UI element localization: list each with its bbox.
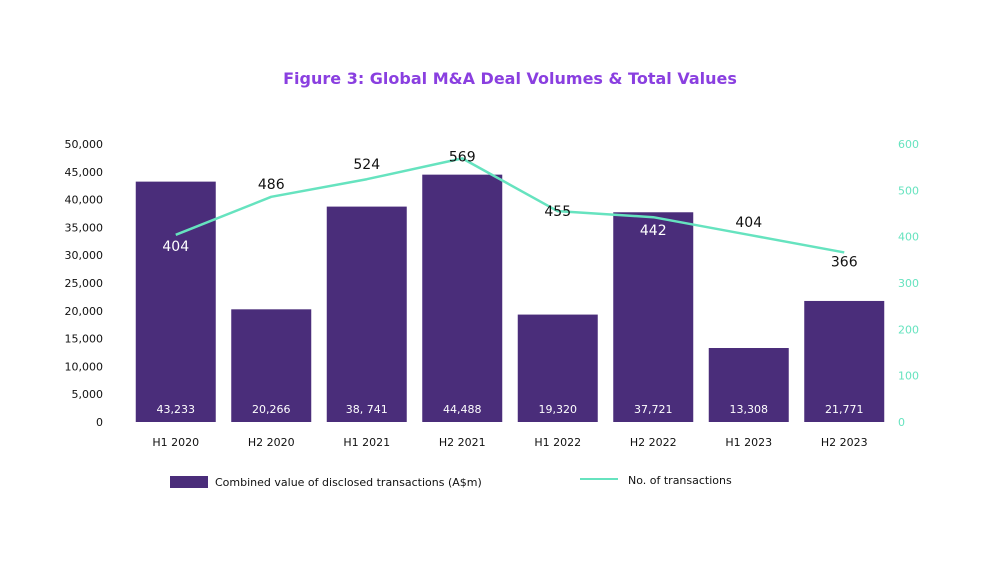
left-axis-tick: 5,000 (72, 388, 104, 401)
left-axis-tick: 25,000 (65, 277, 104, 290)
left-axis-tick: 40,000 (65, 194, 104, 207)
left-axis-tick: 0 (96, 416, 103, 429)
bar (231, 309, 312, 422)
bar (422, 174, 503, 422)
category-label: H2 2022 (630, 436, 677, 449)
bar-value-label: 21,771 (825, 403, 864, 416)
bar (804, 300, 885, 422)
bar-series (135, 174, 885, 422)
right-axis-tick: 600 (898, 138, 919, 151)
bar-value-label: 20,266 (252, 403, 291, 416)
category-label: H2 2023 (821, 436, 868, 449)
left-y-axis: 0 5,000 10,000 15,000 20,000 25,000 30,000 35,0… (65, 138, 104, 429)
left-axis-tick: 45,000 (65, 166, 104, 179)
chart-title: Figure 3: Global M&A Deal Volumes & Tota… (283, 69, 737, 88)
left-axis-tick: 10,000 (65, 360, 104, 373)
bar (517, 314, 598, 422)
right-axis-tick: 0 (898, 416, 905, 429)
bar-value-label: 38, 741 (346, 403, 388, 416)
line-value-label: 366 (831, 254, 858, 270)
line-value-label: 404 (735, 215, 762, 231)
bar-value-label: 13,308 (730, 403, 769, 416)
line-value-label: 524 (353, 157, 380, 173)
bar (326, 206, 407, 422)
category-label: H2 2020 (248, 436, 295, 449)
right-y-axis: 0 100 200 300 400 500 600 (898, 138, 919, 429)
right-axis-tick: 500 (898, 184, 919, 197)
line-series (175, 157, 845, 254)
bar (708, 348, 789, 422)
left-axis-tick: 30,000 (65, 249, 104, 262)
line-value-label: 486 (258, 177, 285, 193)
right-axis-tick: 300 (898, 277, 919, 290)
line-value-label: 455 (544, 204, 571, 220)
legend-bar-label: Combined value of disclosed transactions… (215, 476, 482, 489)
category-label: H1 2020 (152, 436, 199, 449)
right-axis-tick: 400 (898, 231, 919, 244)
right-axis-tick: 200 (898, 323, 919, 336)
left-axis-tick: 50,000 (65, 138, 104, 151)
legend-line-label: No. of transactions (628, 474, 732, 487)
bar-value-label: 19,320 (539, 403, 578, 416)
x-axis-categories: H1 2020 H2 2020 H1 2021 H2 2021 H1 2022 H2 20… (152, 436, 867, 449)
bar (135, 181, 216, 422)
line-value-label: 442 (640, 223, 667, 239)
category-label: H1 2022 (534, 436, 581, 449)
left-axis-tick: 35,000 (65, 221, 104, 234)
line-value-label: 404 (162, 239, 189, 255)
line-value-label: 569 (449, 149, 476, 165)
left-axis-tick: 20,000 (65, 305, 104, 318)
bar-value-label: 37,721 (634, 403, 673, 416)
bar (613, 212, 694, 422)
transactions-line (175, 157, 845, 254)
category-label: H2 2021 (439, 436, 486, 449)
category-label: H1 2023 (725, 436, 772, 449)
bar-value-labels: 43,233 20,266 38, 741 44,488 19,320 37,721 13,… (157, 403, 864, 416)
right-axis-tick: 100 (898, 370, 919, 383)
legend-bar-swatch (170, 476, 208, 488)
line-value-labels: 404 486 524 569 455 442 404 366 (162, 149, 857, 270)
bar-value-label: 44,488 (443, 403, 482, 416)
left-axis-tick: 15,000 (65, 333, 104, 346)
category-label: H1 2021 (343, 436, 390, 449)
bar-value-label: 43,233 (157, 403, 196, 416)
legend: Combined value of disclosed transactions… (170, 474, 732, 489)
